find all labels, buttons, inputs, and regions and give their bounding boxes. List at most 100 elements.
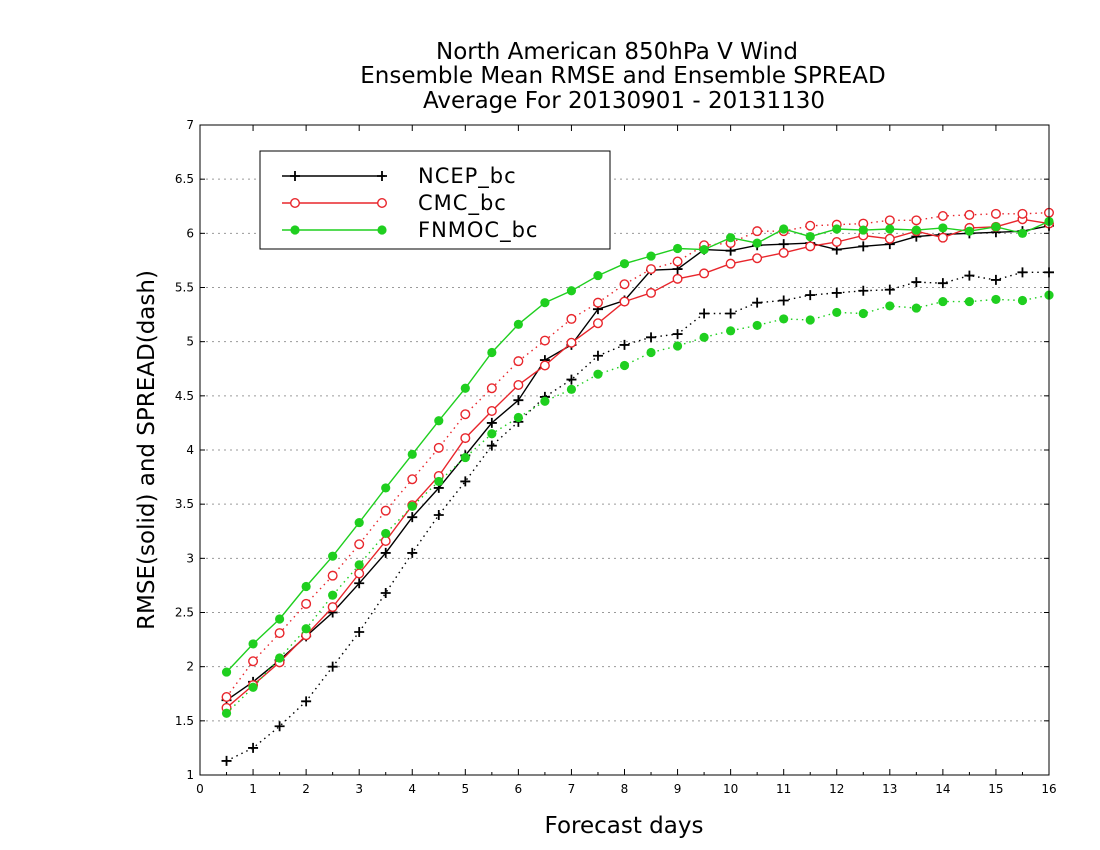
x-tick-label: 14 <box>935 782 950 796</box>
data-point <box>377 225 387 235</box>
x-tick-label: 15 <box>988 782 1003 796</box>
x-tick-label: 10 <box>723 782 738 796</box>
data-point <box>858 285 869 296</box>
data-point <box>460 476 471 487</box>
data-point <box>619 339 630 350</box>
data-point <box>884 284 895 295</box>
x-tick-label: 12 <box>829 782 844 796</box>
data-point <box>964 296 975 307</box>
y-tick-label: 6.5 <box>175 172 194 186</box>
x-axis-label: Forecast days <box>545 813 704 839</box>
data-point <box>884 233 895 244</box>
data-point <box>672 341 683 351</box>
data-point <box>805 315 815 325</box>
data-point <box>248 682 258 692</box>
data-point <box>540 396 550 406</box>
y-tick-label: 4.5 <box>175 389 194 403</box>
legend-item: FNMOC_bc <box>282 218 538 243</box>
data-point <box>377 197 388 208</box>
axis-ticks <box>199 124 1050 776</box>
data-point <box>646 287 657 298</box>
data-point <box>407 449 417 459</box>
data-point <box>619 279 630 290</box>
data-point <box>354 578 365 589</box>
data-point <box>725 308 736 319</box>
data-point <box>433 442 444 453</box>
data-point <box>937 210 948 221</box>
data-point <box>593 270 603 281</box>
title-line-1: North American 850hPa V Wind <box>436 39 798 65</box>
data-point <box>513 319 523 329</box>
data-point <box>487 347 497 358</box>
data-point <box>884 215 895 226</box>
data-point <box>248 639 258 649</box>
title-line-2: Ensemble Mean RMSE and Ensemble SPREAD <box>360 63 885 89</box>
data-point <box>566 313 577 324</box>
data-point <box>778 239 789 250</box>
y-tick-label: 2.5 <box>175 606 194 620</box>
data-point <box>779 314 789 324</box>
data-point <box>805 220 816 231</box>
data-point <box>486 417 497 428</box>
y-tick-label: 5.5 <box>175 281 194 295</box>
legend-label: FNMOC_bc <box>418 218 538 243</box>
series-line <box>226 218 1050 709</box>
data-point <box>1017 267 1028 278</box>
x-tick-label: 9 <box>674 782 682 796</box>
y-tick-labels: 1 1.5 2 2.5 3 3.5 4 4.5 5 5.5 6 6.5 7 <box>175 118 194 782</box>
data-point <box>407 547 418 558</box>
y-tick-label: 7 <box>186 118 194 132</box>
data-point <box>221 667 232 677</box>
series-line <box>225 212 1050 698</box>
y-tick-label: 4 <box>186 443 194 457</box>
plot-series <box>221 207 1054 766</box>
data-point <box>540 298 550 308</box>
data-point <box>290 225 300 235</box>
data-point <box>885 224 895 234</box>
x-tick-label: 2 <box>302 782 310 796</box>
data-point <box>486 383 497 394</box>
legend-label: CMC_bc <box>418 191 507 216</box>
data-point <box>407 501 417 511</box>
series-4-rmse <box>221 216 1054 677</box>
data-point <box>460 452 470 463</box>
x-tick-label: 7 <box>568 782 576 796</box>
data-point <box>513 356 524 367</box>
data-point <box>964 209 975 220</box>
x-tick-label: 8 <box>621 782 629 796</box>
data-point <box>407 512 418 523</box>
data-point <box>858 308 868 319</box>
data-point <box>672 256 683 267</box>
data-point <box>381 528 391 539</box>
data-point <box>328 590 338 600</box>
data-point <box>752 238 762 248</box>
data-point <box>221 692 232 703</box>
x-tick-label: 13 <box>882 782 897 796</box>
data-point <box>434 476 444 487</box>
x-tick-label: 0 <box>196 782 204 796</box>
y-tick-label: 1 <box>186 768 194 782</box>
series-1-spread <box>221 267 1054 766</box>
data-point <box>805 241 816 252</box>
data-point <box>911 277 922 288</box>
data-point <box>752 320 762 331</box>
series-3-spread <box>221 207 1054 703</box>
legend-item: NCEP_bc <box>282 164 516 189</box>
data-point <box>592 297 603 308</box>
data-point <box>699 268 710 279</box>
data-point <box>539 335 550 346</box>
data-point <box>911 215 922 226</box>
data-point <box>566 384 577 394</box>
data-point <box>290 171 300 181</box>
data-point <box>1017 208 1028 219</box>
x-tick-label: 16 <box>1041 782 1056 796</box>
data-point <box>699 244 709 255</box>
data-point <box>991 294 1001 305</box>
data-point <box>752 226 763 237</box>
data-point <box>513 395 524 406</box>
data-point <box>377 171 387 181</box>
data-point <box>778 295 789 306</box>
data-point <box>221 755 232 766</box>
data-point <box>290 197 301 208</box>
